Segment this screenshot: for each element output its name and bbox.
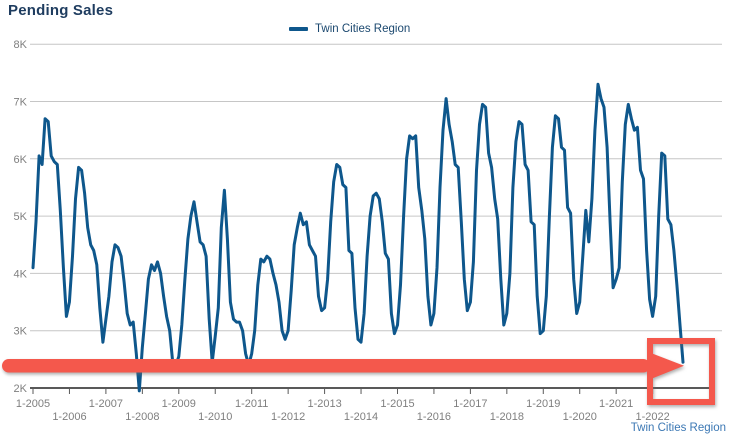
x-axis-tick-label: 1-2011 xyxy=(235,398,268,410)
x-axis-tick-label: 1-2006 xyxy=(52,411,86,423)
series-footer-label: Twin Cities Region xyxy=(630,422,726,434)
x-axis-tick-label: 1-2021 xyxy=(599,398,633,410)
y-axis-tick-label: 5K xyxy=(14,211,28,223)
x-axis-tick-label: 1-2007 xyxy=(89,398,123,410)
x-axis-tick-label: 1-2017 xyxy=(453,398,487,410)
legend-label: Twin Cities Region xyxy=(315,23,411,35)
y-axis-tick-label: 3K xyxy=(14,326,28,338)
annotation-arrow-shaft xyxy=(2,359,650,373)
x-axis-tick-label: 1-2005 xyxy=(16,398,50,410)
x-axis-tick-label: 1-2015 xyxy=(380,398,414,410)
x-axis-tick-label: 1-2012 xyxy=(271,411,305,423)
x-axis-tick-label: 1-2010 xyxy=(198,411,232,423)
x-axis-tick-label: 1-2019 xyxy=(526,398,560,410)
chart-title: Pending Sales xyxy=(8,2,114,19)
x-axis-tick-label: 1-2016 xyxy=(417,411,451,423)
annotation-highlight-box xyxy=(647,338,715,405)
annotation-arrow-head xyxy=(647,351,684,381)
x-axis-tick-label: 1-2009 xyxy=(162,398,196,410)
y-axis-tick-label: 6K xyxy=(14,154,28,166)
y-axis-tick-label: 2K xyxy=(14,383,28,395)
annotation-layer xyxy=(2,338,715,405)
y-axis-tick-label: 4K xyxy=(14,268,28,280)
y-axis-tick-label: 7K xyxy=(14,97,28,109)
y-axis-tick-label: 8K xyxy=(14,39,28,51)
legend: Twin Cities Region xyxy=(289,23,410,35)
x-axis-tick-label: 1-2020 xyxy=(563,411,597,423)
x-axis-tick-label: 1-2013 xyxy=(307,398,341,410)
x-axis-tick-label: 1-2022 xyxy=(635,411,669,423)
x-axis-tick-label: 1-2008 xyxy=(125,411,159,423)
x-axis-tick-label: 1-2014 xyxy=(344,411,378,423)
x-axis-tick-label: 1-2018 xyxy=(490,411,524,423)
legend-line-swatch xyxy=(289,27,308,31)
pending-sales-line xyxy=(31,82,685,393)
